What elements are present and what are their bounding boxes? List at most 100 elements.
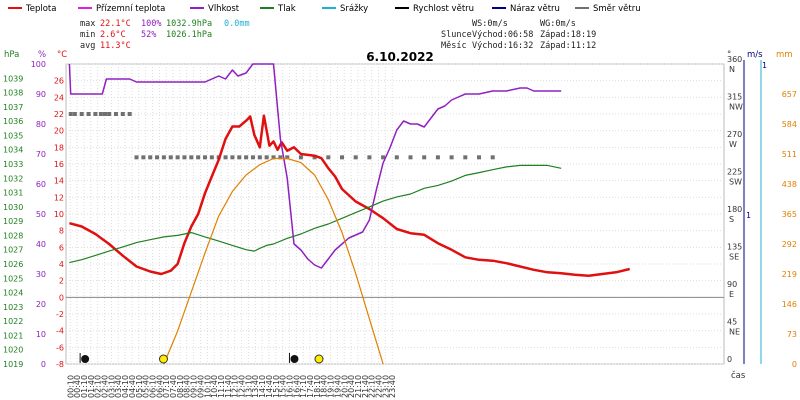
wind-dir-point (490, 155, 495, 160)
sunset-marker (314, 354, 324, 364)
chart-title: 6.10.2022 (366, 50, 434, 64)
x-tick-label: 19:40 (333, 375, 342, 398)
temp-tick: 24 (54, 93, 64, 102)
wind-dir-point (223, 155, 228, 160)
legend-label: Vlhkost (208, 4, 240, 14)
wind-dir-point (477, 155, 481, 160)
wind-dir-point (175, 155, 180, 160)
wind-dir-compass: W (729, 140, 737, 149)
x-tick-label: 03:40 (114, 375, 123, 398)
pressure-tick: 1029 (3, 217, 23, 226)
humidity-tick: 40 (36, 240, 46, 249)
pressure-tick: 1022 (3, 317, 23, 326)
temp-tick: 12 (54, 193, 64, 202)
pressure-tick: 1035 (3, 131, 23, 140)
wind-dir-point (244, 155, 249, 160)
wind-dir-point (155, 155, 160, 160)
wind-dir-point (93, 112, 98, 116)
wind-dir-point (394, 155, 399, 160)
wind-dir-point (264, 155, 269, 160)
wind-dir-point (86, 112, 91, 116)
x-tick-label: 19:10 (327, 375, 336, 398)
pressure-tick: 1037 (3, 103, 23, 112)
wind-dir-point (312, 155, 317, 160)
stat-min-hum: 52% (141, 30, 156, 40)
wind-dir-point (209, 155, 214, 160)
humidity-tick: 0 (41, 360, 46, 369)
stat-max-hum: 100% (141, 19, 161, 29)
sunset-time: Západ:18:19 (540, 30, 596, 40)
temp-tick: 4 (59, 260, 64, 269)
humidity-tick: 100 (31, 60, 46, 69)
x-tick-label: 08:40 (183, 375, 192, 398)
wind-dir-point (189, 155, 194, 160)
wind-dir-point (68, 112, 73, 116)
wind-dir-point (79, 112, 84, 116)
x-tick-label: 21:10 (354, 375, 363, 398)
x-tick-label: 20:10 (340, 375, 349, 398)
x-tick-label: 04:10 (121, 375, 130, 398)
unit-hpa: hPa (4, 50, 19, 60)
wind-dir-point (72, 112, 77, 116)
unit-mm: mm (776, 50, 793, 60)
wind-dir-point (367, 155, 372, 160)
plot-area (68, 63, 630, 365)
stat-max-rain: 0.0mm (224, 19, 250, 29)
pressure-tick: 1021 (3, 331, 23, 340)
solar-tick: 73 (787, 330, 797, 339)
stats-panel: max 22.1°C 100% 1032.9hPa 0.0mm min 2.6°… (80, 19, 250, 51)
humidity-tick: 90 (36, 90, 46, 99)
x-tick-label: 16:10 (285, 375, 294, 398)
solar-tick: 292 (782, 240, 797, 249)
pressure-tick: 1039 (3, 74, 23, 83)
humidity-tick: 30 (36, 270, 46, 279)
wind-dir-tick: 225 (727, 168, 742, 177)
legend-label: Srážky (340, 4, 368, 14)
temp-tick: 8 (59, 227, 64, 236)
wind-dir-point (182, 155, 187, 160)
humidity-tick: 20 (36, 300, 46, 309)
wind-dir-point (435, 155, 440, 160)
sunrise-time: Východ:06:58 (472, 30, 533, 40)
x-tick-label: 15:10 (272, 375, 281, 398)
wind-dir-point (196, 155, 201, 160)
x-tick-label: 03:10 (107, 375, 116, 398)
x-tick-label: 21:40 (361, 375, 370, 398)
x-tick-label: 01:40 (87, 375, 96, 398)
humidity-tick: 60 (36, 180, 46, 189)
temp-tick: 16 (54, 160, 64, 169)
pressure-tick: 1024 (3, 289, 23, 298)
x-tick-label: 01:10 (80, 375, 89, 398)
wind-dir-compass: NW (729, 103, 743, 112)
legend-label: Tlak (277, 4, 296, 14)
x-tick-label: 23:40 (388, 375, 397, 398)
solar-tick: 0 (792, 360, 797, 369)
wind-dir-tick: 0 (727, 355, 732, 364)
solar-tick: 438 (782, 180, 797, 189)
unit-ms: m/s (747, 50, 763, 60)
wind-speed-readout: WS:0m/s (472, 19, 508, 29)
x-tick-label: 09:40 (196, 375, 205, 398)
x-tick-label: 20:40 (347, 375, 356, 398)
x-tick-label: 17:10 (299, 375, 308, 398)
pressure-tick: 1027 (3, 246, 23, 255)
pressure-tick: 1019 (3, 360, 23, 369)
x-tick-label: 00:40 (73, 375, 82, 398)
solar-tick: 511 (782, 150, 797, 159)
wind-dir-point (271, 155, 276, 160)
x-tick-label: 14:40 (265, 375, 274, 398)
x-tick-label: 13:40 (251, 375, 260, 398)
stat-avg-label: avg (80, 41, 95, 51)
pressure-tick: 1023 (3, 303, 23, 312)
unit-pct: % (38, 50, 46, 60)
wind-dir-point (102, 112, 107, 116)
wind-dir-point (278, 155, 283, 160)
wind-dir-tick: 360 (727, 55, 742, 64)
x-tick-label: 13:10 (244, 375, 253, 398)
series-solar (163, 157, 384, 365)
x-tick-label: 18:10 (313, 375, 322, 398)
pressure-tick: 1025 (3, 274, 23, 283)
x-tick-label: 09:10 (190, 375, 199, 398)
legend-label: Rychlost větru (413, 4, 474, 14)
grid (65, 63, 725, 365)
